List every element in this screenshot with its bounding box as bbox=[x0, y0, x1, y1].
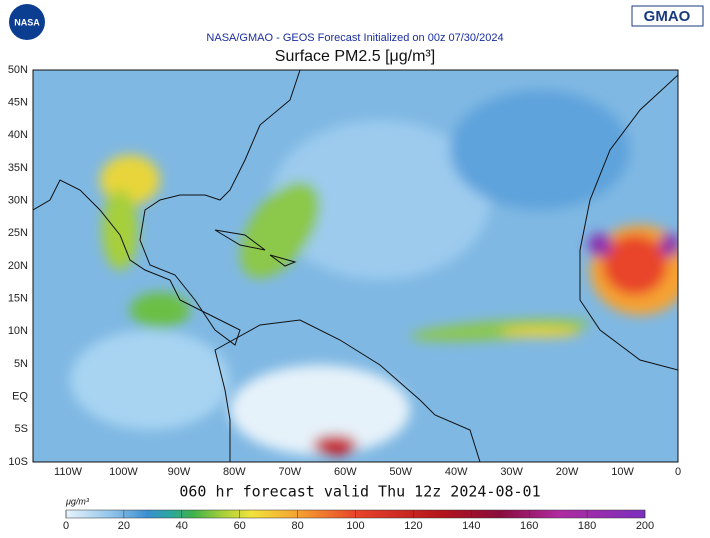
colorbar-tick-label: 80 bbox=[291, 520, 303, 532]
colorbar-tick-label: 120 bbox=[404, 520, 422, 532]
lat-label: 35N bbox=[8, 162, 28, 174]
lon-label: 90W bbox=[168, 466, 191, 478]
title: Surface PM2.5 [μg/m³] bbox=[275, 48, 435, 65]
lat-label: 25N bbox=[8, 227, 28, 239]
lon-label: 70W bbox=[279, 466, 302, 478]
colorbar-tick-label: 100 bbox=[346, 520, 364, 532]
lon-label: 0 bbox=[675, 466, 681, 478]
lat-label: 10N bbox=[8, 325, 28, 337]
lat-label: 5S bbox=[15, 423, 28, 435]
gmao-logo-text: GMAO bbox=[644, 8, 691, 25]
lat-label: 20N bbox=[8, 260, 28, 272]
nasa-logo-text: NASA bbox=[14, 17, 40, 27]
lat-label: 15N bbox=[8, 293, 28, 305]
lon-label: 50W bbox=[389, 466, 412, 478]
lat-label: 45N bbox=[8, 97, 28, 109]
gmao-logo bbox=[631, 5, 704, 27]
colorbar-tick-label: 0 bbox=[63, 520, 69, 532]
lat-label: 30N bbox=[8, 195, 28, 207]
lon-label: 80W bbox=[223, 466, 246, 478]
lon-label: 60W bbox=[334, 466, 357, 478]
colorbar-tick-label: 160 bbox=[520, 520, 538, 532]
lat-label: 10S bbox=[8, 456, 28, 468]
subtitle: NASA/GMAO - GEOS Forecast Initialized on… bbox=[206, 32, 503, 44]
map-frame bbox=[32, 69, 679, 463]
colorbar-unit: μg/m³ bbox=[65, 496, 90, 506]
lon-label: 110W bbox=[54, 466, 83, 478]
lat-label: EQ bbox=[12, 391, 28, 403]
colorbar-tick-label: 40 bbox=[176, 520, 188, 532]
lon-label: 40W bbox=[445, 466, 468, 478]
footer: 060 hr forecast valid Thu 12z 2024-08-01 bbox=[179, 483, 540, 501]
lat-label: 40N bbox=[8, 129, 28, 141]
lat-label: 50N bbox=[8, 64, 28, 76]
lat-label: 5N bbox=[14, 358, 28, 370]
colorbar-tick-label: 60 bbox=[234, 520, 246, 532]
map bbox=[33, 70, 678, 462]
lon-label: 10W bbox=[611, 466, 634, 478]
lon-label: 20W bbox=[556, 466, 579, 478]
lon-label: 100W bbox=[109, 466, 138, 478]
colorbar-tick-label: 20 bbox=[118, 520, 130, 532]
colorbar-tick-label: 200 bbox=[636, 520, 654, 532]
colorbar-tick-label: 140 bbox=[462, 520, 480, 532]
colorbar-tick-label: 180 bbox=[578, 520, 596, 532]
nasa-logo bbox=[9, 4, 45, 40]
lon-label: 30W bbox=[500, 466, 523, 478]
